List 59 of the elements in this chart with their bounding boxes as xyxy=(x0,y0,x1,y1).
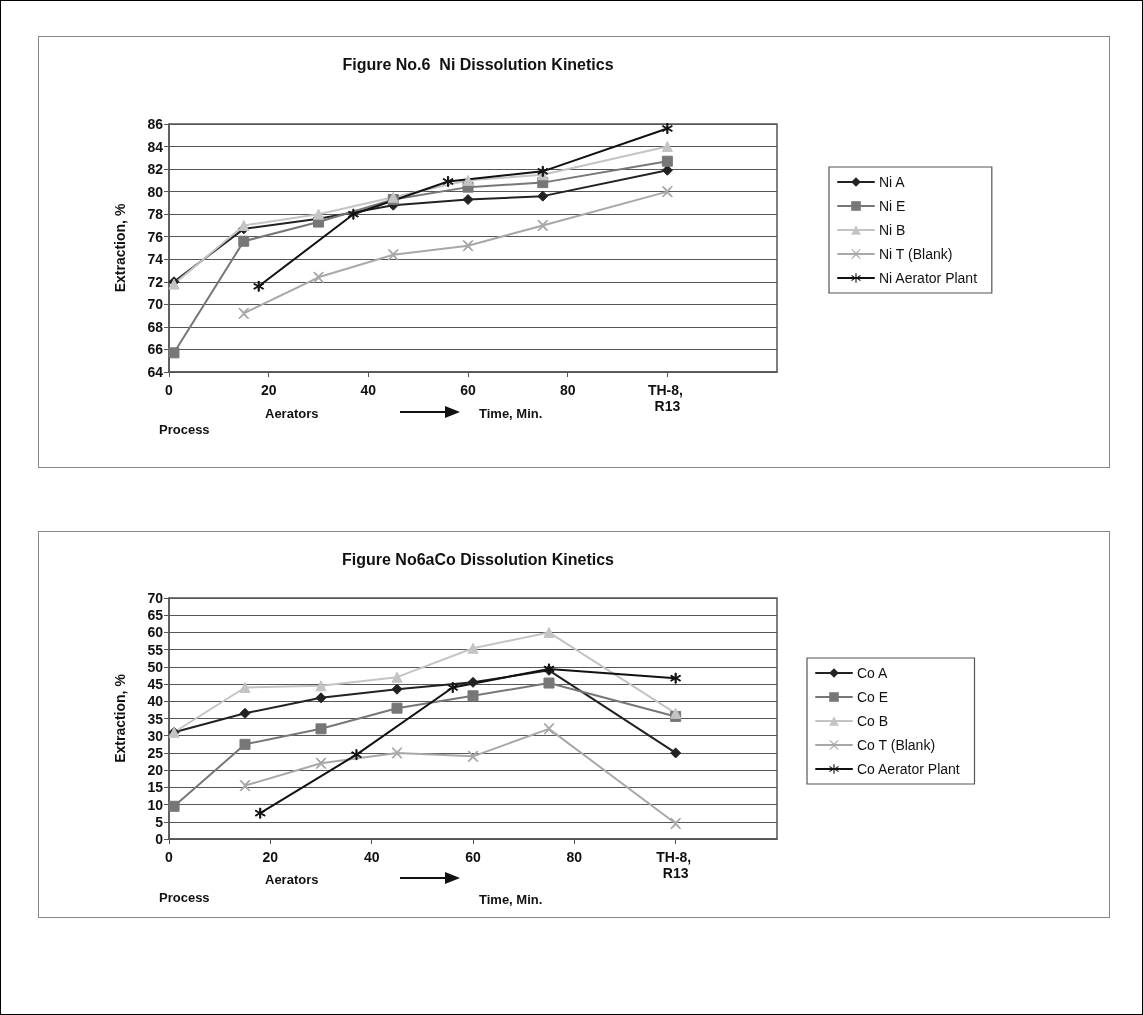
y-tick-label: 66 xyxy=(147,341,164,358)
x-tick-label: 40 xyxy=(360,382,377,398)
y-tick-label: 10 xyxy=(147,796,164,813)
x-tick-label: TH-8, R13 xyxy=(656,849,696,881)
y-tick-label: 80 xyxy=(147,183,164,200)
y-tick-label: 78 xyxy=(147,206,164,223)
y-tick-label: 15 xyxy=(147,779,164,796)
text: Time, Min. xyxy=(479,406,543,421)
y-tick-label: 86 xyxy=(147,116,164,132)
y-tick-label: 68 xyxy=(147,318,164,335)
y-tick-label: 25 xyxy=(147,744,164,761)
text: Aerators xyxy=(265,872,319,887)
y-tick-label: 35 xyxy=(147,710,164,727)
y-tick-label: 50 xyxy=(147,658,164,675)
y-axis-title: Extraction, % xyxy=(112,673,128,763)
y-tick-label: 0 xyxy=(155,831,164,847)
y-tick-label: 76 xyxy=(147,228,164,245)
y-tick-label: 74 xyxy=(147,251,164,268)
x-tick-label: 20 xyxy=(260,382,277,398)
x-tick-label: 80 xyxy=(566,849,583,865)
text: Aerators xyxy=(265,406,319,421)
x-tick-label: TH-8, R13 xyxy=(647,382,687,414)
x-tick-label: 60 xyxy=(465,849,481,865)
y-tick-label: 40 xyxy=(147,693,164,710)
y-tick-label: 84 xyxy=(147,138,164,155)
y-tick-label: 60 xyxy=(147,624,164,641)
x-tick-label: 40 xyxy=(363,849,380,865)
y-tick-label: 55 xyxy=(147,641,164,658)
legend-label: Co B xyxy=(857,713,889,729)
legend-label: Ni E xyxy=(879,198,906,214)
text: Process xyxy=(159,890,210,905)
legend-label: Co Aerator Plant xyxy=(857,761,960,777)
y-tick-label: 20 xyxy=(147,762,164,779)
legend-label: Ni T (Blank) xyxy=(879,246,953,262)
y-tick-label: 70 xyxy=(147,590,164,606)
y-tick-label: 64 xyxy=(147,364,164,380)
y-axis-title: Extraction, % xyxy=(112,203,128,293)
y-tick-label: 5 xyxy=(155,813,164,830)
y-tick-label: 70 xyxy=(147,296,164,313)
legend-label: Co E xyxy=(857,689,889,705)
chart-title: Figure No6aCo Dissolution Kinetics xyxy=(341,550,615,568)
y-tick-label: 72 xyxy=(147,273,164,290)
chart-title: Figure No.6 Ni Dissolution Kinetics xyxy=(342,55,614,73)
x-tick-label: 0 xyxy=(165,849,174,865)
legend-label: Ni Aerator Plant xyxy=(879,270,978,286)
y-tick-label: 65 xyxy=(147,607,164,624)
y-tick-label: 30 xyxy=(147,727,164,744)
x-tick-label: 0 xyxy=(165,382,174,398)
y-tick-label: 45 xyxy=(147,676,164,693)
x-tick-label: 20 xyxy=(262,849,279,865)
legend-label: Co A xyxy=(857,665,889,681)
x-tick-label: 60 xyxy=(460,382,477,398)
legend-label: Ni B xyxy=(879,222,906,238)
x-tick-label: 80 xyxy=(559,382,576,398)
legend-label: Co T (Blank) xyxy=(857,737,936,753)
text: Process xyxy=(159,422,210,437)
text: Time, Min. xyxy=(479,892,543,907)
y-tick-label: 82 xyxy=(147,161,164,178)
legend-label: Ni A xyxy=(879,174,906,190)
